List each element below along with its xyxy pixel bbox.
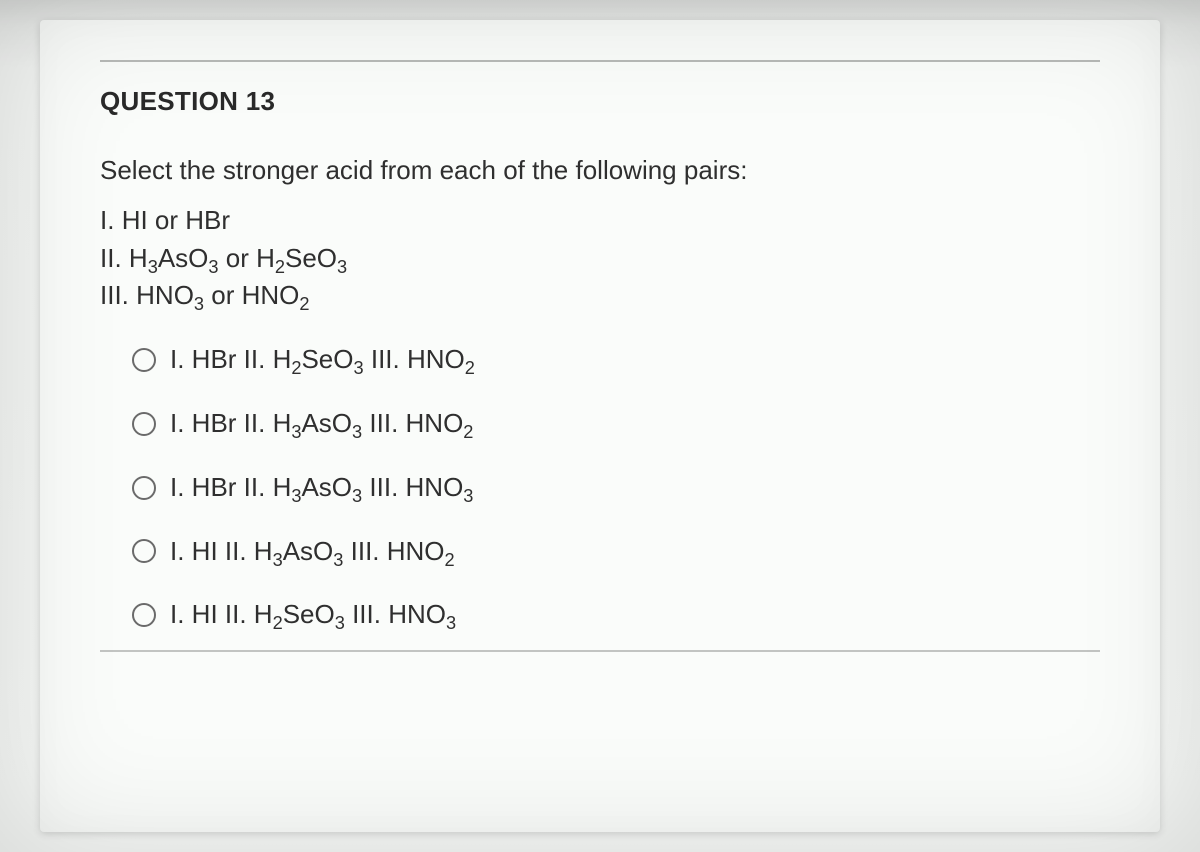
radio-icon[interactable] [132, 348, 156, 372]
stem-2-b-sub2: 3 [337, 257, 347, 277]
option-2-p1: I. HBr II. H [170, 408, 291, 438]
option-3[interactable]: I. HBr II. H3AsO3 III. HNO3 [132, 471, 1100, 505]
option-1[interactable]: I. HBr II. H2SeO3 III. HNO2 [132, 343, 1100, 377]
option-3-p1: I. HBr II. H [170, 472, 291, 502]
option-2-s1: 3 [291, 422, 301, 442]
stem-2-a-sub2: 3 [208, 257, 218, 277]
options-group: I. HBr II. H2SeO3 III. HNO2 I. HBr II. H… [100, 343, 1100, 632]
option-2-p2: AsO [301, 408, 352, 438]
stem-3-b: HNO [242, 280, 300, 310]
radio-icon[interactable] [132, 412, 156, 436]
option-5-p1: I. HI II. H [170, 599, 273, 629]
radio-icon[interactable] [132, 603, 156, 627]
option-4-s2: 3 [333, 550, 343, 570]
option-1-p3: III. HNO [364, 344, 465, 374]
stem-3-join: or [204, 280, 242, 310]
question-title: QUESTION 13 [100, 86, 1100, 117]
option-2[interactable]: I. HBr II. H3AsO3 III. HNO2 [132, 407, 1100, 441]
option-4[interactable]: I. HI II. H3AsO3 III. HNO2 [132, 535, 1100, 569]
stem-1-label: I. [100, 205, 114, 235]
option-1-s2: 3 [354, 358, 364, 378]
stem-2-label: II. [100, 243, 122, 273]
option-2-s3: 2 [463, 422, 473, 442]
option-5-s2: 3 [335, 614, 345, 634]
stem-1: I. HI or HBr [100, 202, 1100, 240]
option-4-s1: 3 [273, 550, 283, 570]
option-3-p3: III. HNO [362, 472, 463, 502]
option-1-p1: I. HBr II. H [170, 344, 291, 374]
top-divider [100, 60, 1100, 62]
option-2-s2: 3 [352, 422, 362, 442]
option-3-s2: 3 [352, 486, 362, 506]
option-2-p3: III. HNO [362, 408, 463, 438]
option-3-s1: 3 [291, 486, 301, 506]
stem-3-label: III. [100, 280, 129, 310]
option-4-s3: 2 [445, 550, 455, 570]
option-1-text: I. HBr II. H2SeO3 III. HNO2 [170, 343, 475, 377]
option-4-text: I. HI II. H3AsO3 III. HNO2 [170, 535, 455, 569]
stem-2-a-mid: AsO [158, 243, 209, 273]
option-3-p2: AsO [301, 472, 352, 502]
stem-3-b-sub1: 2 [299, 295, 309, 315]
stem-2-b-mid: SeO [285, 243, 337, 273]
option-4-p2: AsO [283, 536, 334, 566]
stem-2-b-sub1: 2 [275, 257, 285, 277]
option-5-p2: SeO [283, 599, 335, 629]
radio-icon[interactable] [132, 539, 156, 563]
option-1-s1: 2 [291, 358, 301, 378]
option-5-p3: III. HNO [345, 599, 446, 629]
bottom-divider [100, 650, 1100, 652]
option-4-p3: III. HNO [343, 536, 444, 566]
stem-2-a: H [129, 243, 148, 273]
stem-3-a: HNO [136, 280, 194, 310]
option-3-text: I. HBr II. H3AsO3 III. HNO3 [170, 471, 473, 505]
stem-2-join: or [219, 243, 257, 273]
option-3-s3: 3 [463, 486, 473, 506]
option-5[interactable]: I. HI II. H2SeO3 III. HNO3 [132, 598, 1100, 632]
stem-3: III. HNO3 or HNO2 [100, 277, 1100, 315]
option-1-s3: 2 [465, 358, 475, 378]
stem-3-a-sub1: 3 [194, 295, 204, 315]
question-prompt: Select the stronger acid from each of th… [100, 153, 1100, 188]
option-4-p1: I. HI II. H [170, 536, 273, 566]
stem-2-a-sub1: 3 [148, 257, 158, 277]
option-5-text: I. HI II. H2SeO3 III. HNO3 [170, 598, 456, 632]
question-card: QUESTION 13 Select the stronger acid fro… [40, 20, 1160, 832]
option-5-s3: 3 [446, 614, 456, 634]
option-5-s1: 2 [273, 614, 283, 634]
stem-2-b: H [256, 243, 275, 273]
stem-1-pair: HI or HBr [122, 205, 230, 235]
option-1-p2: SeO [301, 344, 353, 374]
radio-icon[interactable] [132, 476, 156, 500]
option-2-text: I. HBr II. H3AsO3 III. HNO2 [170, 407, 473, 441]
stem-2: II. H3AsO3 or H2SeO3 [100, 240, 1100, 278]
